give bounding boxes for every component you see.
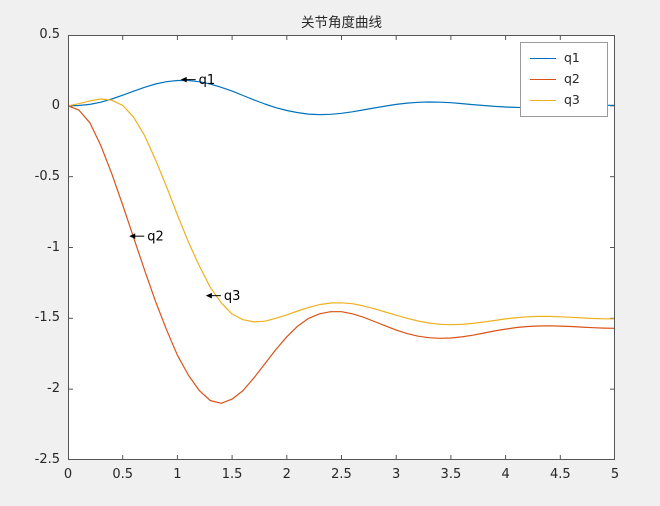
x-tick-label: 1 <box>173 467 182 482</box>
x-tick-label: 2.5 <box>331 467 352 482</box>
legend-line-sample <box>530 79 556 80</box>
annotation-arrowhead-icon <box>180 76 187 83</box>
y-tick-label: -0.5 <box>34 168 60 184</box>
x-tick-label: 4.5 <box>549 467 571 482</box>
annotation-arrowhead-icon <box>129 233 136 239</box>
x-tick-label: 5 <box>610 467 620 482</box>
annotation-label: q3 <box>224 289 241 304</box>
y-tick-label: -1 <box>47 239 60 255</box>
annotation-arrowhead-icon <box>205 292 212 299</box>
legend-label: q2 <box>564 71 580 87</box>
legend-line-sample <box>530 58 556 59</box>
legend-line-sample <box>530 100 556 101</box>
x-tick-label: 0 <box>63 467 73 482</box>
annotation-label: q1 <box>199 73 216 88</box>
annotation-label: q2 <box>147 230 164 245</box>
x-tick-label: 3 <box>392 467 401 482</box>
x-tick-label: 2 <box>282 467 291 482</box>
y-tick-label: -2 <box>47 381 60 397</box>
legend-item-q2[interactable]: q2 <box>521 69 607 90</box>
x-tick-label: 4 <box>501 467 510 482</box>
legend[interactable]: q1 q2 q3 <box>520 42 608 117</box>
y-tick-label: 0 <box>51 97 60 113</box>
legend-item-q1[interactable]: q1 <box>521 48 607 69</box>
x-tick-label: 1.5 <box>221 467 243 482</box>
x-tick-label: 0.5 <box>112 467 134 482</box>
legend-item-q3[interactable]: q3 <box>521 90 607 111</box>
y-tick-label: -2.5 <box>34 452 60 467</box>
x-tick-label: 3.5 <box>440 467 462 482</box>
series-line-q2 <box>68 105 615 404</box>
chart-title: 关节角度曲线 <box>301 15 382 31</box>
series-line-q3 <box>68 98 615 326</box>
axes-box <box>68 35 615 460</box>
y-tick-label: -1.5 <box>34 310 60 326</box>
legend-label: q3 <box>564 92 580 108</box>
legend-label: q1 <box>564 50 580 66</box>
y-tick-label: 0.5 <box>39 27 60 42</box>
